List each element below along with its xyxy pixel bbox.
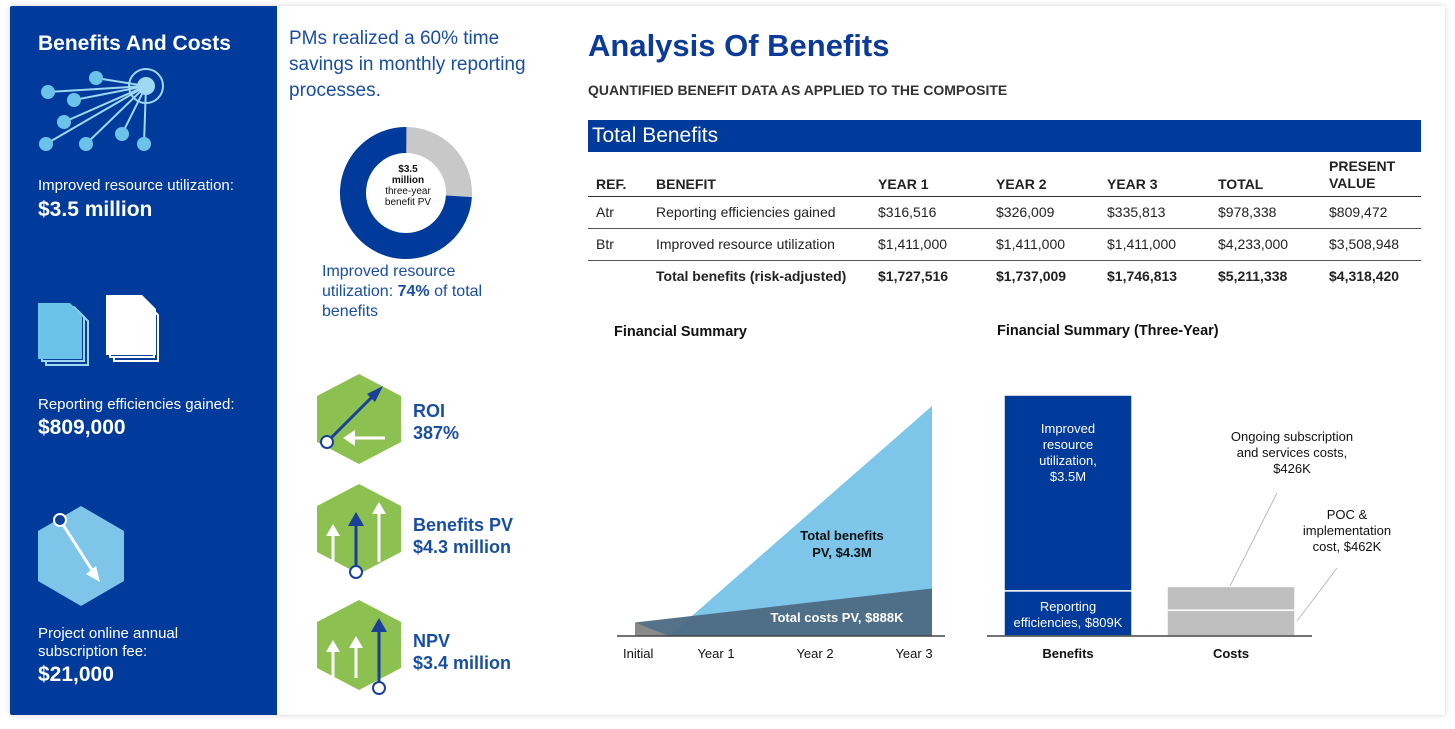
cell: $4,318,420 xyxy=(1329,268,1400,284)
costs-area xyxy=(635,588,932,636)
cell: Improved resource utilization xyxy=(648,228,870,261)
utilization-pct: 74% xyxy=(397,283,430,300)
benefits-bar-segment xyxy=(1003,394,1133,592)
total-benefits-table: REF. BENEFIT YEAR 1 YEAR 2 YEAR 3 TOTAL … xyxy=(588,156,1421,292)
costs-bar-segment xyxy=(1166,585,1296,611)
col-ref: REF. xyxy=(588,156,648,197)
table-row: Atr Reporting efficiencies gained $316,5… xyxy=(588,196,1421,229)
documents-icon xyxy=(38,295,159,366)
cell: $326,009 xyxy=(988,196,1099,229)
costs-area-label: Total costs PV, $888K xyxy=(771,610,905,625)
subscription-fee-value: $21,000 xyxy=(38,663,114,686)
network-icon xyxy=(39,68,164,151)
col-benefit: BENEFIT xyxy=(648,156,870,197)
three-year-summary-chart: Improved resource utilization, $3.5M Reporti… xyxy=(987,394,1391,661)
col-total: TOTAL xyxy=(1210,156,1321,197)
cell: Atr xyxy=(588,196,648,229)
benefits-hexagon-icon xyxy=(317,484,401,579)
roi-label: ROI xyxy=(413,401,446,421)
donut-line2: million xyxy=(391,175,425,186)
report-card: Benefits And Costs Improved resource uti… xyxy=(10,6,1445,715)
cell: Total benefits (risk-adjusted) xyxy=(656,268,847,284)
roi-hexagon-icon xyxy=(317,374,401,464)
donut-line4: benefit PV xyxy=(384,197,432,208)
highlights-column: PMs realized a 60% time savings in month… xyxy=(277,6,567,715)
col-year2: YEAR 2 xyxy=(988,156,1099,197)
npv-label: NPV xyxy=(413,631,451,651)
cell: $335,813 xyxy=(1099,196,1210,229)
category-label: Benefits xyxy=(1042,646,1093,661)
utilization-prefix: Improved resource utilization: xyxy=(322,263,456,300)
donut-line1: $3.5 xyxy=(398,164,418,175)
cell: $978,338 xyxy=(1210,196,1321,229)
cell: $1,727,516 xyxy=(878,268,949,284)
cell: $1,746,813 xyxy=(1107,268,1178,284)
table-title-bar: Total Benefits xyxy=(588,120,1421,152)
cell: $316,516 xyxy=(870,196,988,229)
x-tick-label: Year 2 xyxy=(796,646,833,661)
benefit-share-donut xyxy=(340,127,472,259)
npv-value: $3.4 million xyxy=(413,653,512,673)
benefits-pv-value: $4.3 million xyxy=(413,537,512,557)
three-year-summary-title: Financial Summary (Three-Year) xyxy=(997,323,1219,339)
cell: Btr xyxy=(588,228,648,261)
npv-hexagon-icon xyxy=(317,600,401,695)
donut-center-text: $3.5 million three-year benefit PV xyxy=(372,164,444,208)
npv-metric: NPV $3.4 million xyxy=(313,598,511,703)
benefits-pv-label: Benefits PV xyxy=(413,515,514,535)
table-header-row: REF. BENEFIT YEAR 1 YEAR 2 YEAR 3 TOTAL … xyxy=(588,156,1421,197)
improved-bar-label: Improved resource utilization, $3.5M xyxy=(1039,421,1097,484)
financial-summary-chart: Initial Year 1 Year 2 Year 3 Total benefits P… xyxy=(617,406,945,661)
analysis-subtitle: QUANTIFIED BENEFIT DATA AS APPLIED TO TH… xyxy=(588,82,1008,98)
cell: $1,411,000 xyxy=(988,228,1099,261)
hexagon-arrow-icon xyxy=(38,506,124,606)
analysis-section: Analysis Of Benefits QUANTIFIED BENEFIT … xyxy=(567,6,1445,715)
x-tick-label: Year 1 xyxy=(697,646,734,661)
ongoing-leader-line xyxy=(1229,492,1278,587)
x-tick-label: Year 3 xyxy=(895,646,932,661)
roi-metric: ROI 387% xyxy=(313,372,459,471)
cell: $1,737,009 xyxy=(996,268,1067,284)
time-savings-quote: PMs realized a 60% time savings in month… xyxy=(289,28,526,101)
col-year3: YEAR 3 xyxy=(1099,156,1210,197)
subscription-fee-label: Project online annual subscription fee: xyxy=(38,625,179,660)
poc-cost-label: POC & implementation cost, $462K xyxy=(1303,507,1391,554)
cell: $3,508,948 xyxy=(1321,228,1421,261)
cell: $5,211,338 xyxy=(1218,268,1288,284)
ongoing-cost-label: Ongoing subscription and services costs, $… xyxy=(1231,429,1353,476)
table-total-row: Total benefits (risk-adjusted) $1,727,51… xyxy=(588,261,1421,293)
x-tick-label: Initial xyxy=(623,646,653,661)
benefits-costs-panel: Benefits And Costs Improved resource uti… xyxy=(10,6,277,715)
resource-utilization-label: Improved resource utilization: xyxy=(38,177,234,194)
donut-main-slice xyxy=(340,127,472,259)
cell: Reporting efficiencies gained xyxy=(648,196,870,229)
benefits-area-label: Total benefits PV, $4.3M xyxy=(800,528,884,560)
donut-line3: three-year xyxy=(385,186,431,197)
benefits-bar-segment xyxy=(1003,590,1133,637)
reporting-efficiencies-label: Reporting efficiencies gained: xyxy=(38,396,235,413)
reporting-efficiencies-value: $809,000 xyxy=(38,416,126,439)
cell xyxy=(588,261,648,293)
cell: $809,472 xyxy=(1321,196,1421,229)
panel-title: Benefits And Costs xyxy=(38,32,231,55)
initial-cost-wedge xyxy=(635,622,669,636)
resource-utilization-value: $3.5 million xyxy=(38,198,153,221)
benefits-pv-metric: Benefits PV $4.3 million xyxy=(313,482,513,587)
cell: $1,411,000 xyxy=(1099,228,1210,261)
benefits-area xyxy=(669,406,932,636)
table-row: Btr Improved resource utilization $1,411… xyxy=(588,228,1421,261)
utilization-share-text: Improved resource utilization: 74% of to… xyxy=(322,262,522,322)
roi-value: 387% xyxy=(413,423,460,443)
utilization-suffix: of total benefits xyxy=(322,283,483,320)
costs-bar-segment xyxy=(1166,609,1296,637)
cell: $1,411,000 xyxy=(870,228,988,261)
col-year1: YEAR 1 xyxy=(870,156,988,197)
reporting-bar-label: Reporting efficiencies, $809K xyxy=(1014,599,1123,630)
col-present-value: PRESENT VALUE xyxy=(1321,156,1421,197)
category-label: Costs xyxy=(1213,646,1249,661)
financial-summary-title: Financial Summary xyxy=(614,324,747,340)
poc-leader-line xyxy=(1296,567,1338,622)
analysis-title: Analysis Of Benefits xyxy=(588,28,890,63)
cell: $4,233,000 xyxy=(1210,228,1321,261)
